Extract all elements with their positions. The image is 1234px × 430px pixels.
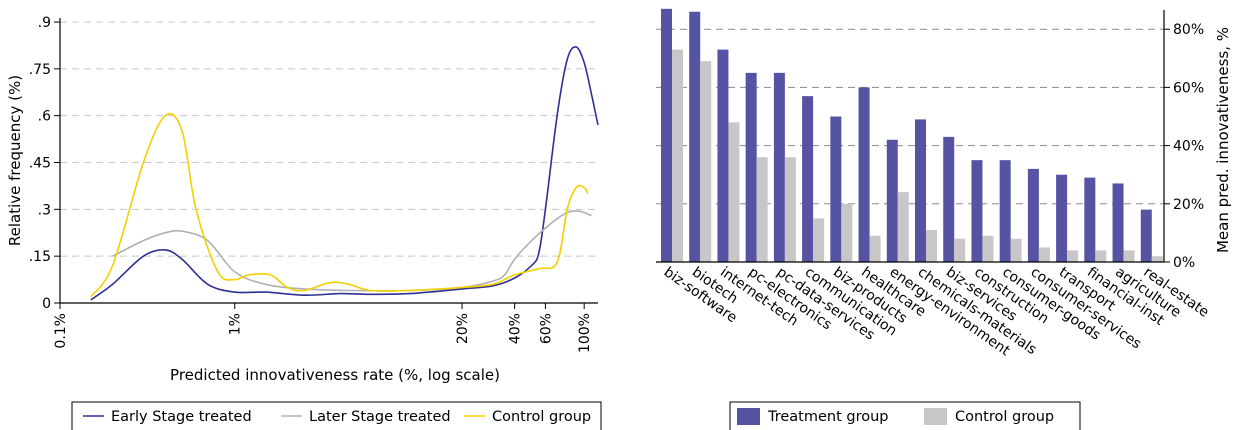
line-chart-x-axis-title: Predicted innovativeness rate (%, log sc… <box>170 366 500 384</box>
legend-label-control-group: Control group <box>492 409 591 425</box>
bar-chart-x-axis: biz-softwarebiotechinternet-techpc-elect… <box>656 261 1212 359</box>
bar-treatment-group-healthcare <box>858 87 870 262</box>
bar-control-group-biz-products <box>841 203 853 262</box>
bar-control-group-healthcare <box>869 235 881 262</box>
bar-control-group-agriculture <box>1123 250 1135 262</box>
legend-key-control-group <box>924 408 947 425</box>
line-chart-legend: Early Stage treated Later Stage treated Co… <box>71 401 602 430</box>
bar-control-group-pc-data-services <box>784 157 796 262</box>
bar-control-group-transport <box>1067 250 1079 262</box>
bar-treatment-group-consumer-goods <box>999 160 1011 262</box>
bar-control-group-consumer-goods <box>1010 238 1022 262</box>
y-tick-label: .45 <box>29 156 51 172</box>
bar-treatment-group-agriculture <box>1112 183 1124 262</box>
bar-treatment-group-biz-software <box>661 8 672 262</box>
bar-treatment-group-construction <box>971 160 983 262</box>
bar-control-group-chemicals-materials <box>926 229 937 262</box>
x-tick-label: 40% <box>508 313 524 344</box>
bar-treatment-group-financial-inst <box>1084 177 1096 262</box>
series-line-later-stage-treated <box>112 210 592 292</box>
line-chart-x-axis: 0.1% 1% 20% 40% 60% 100% <box>53 302 598 353</box>
bar-chart-bars <box>661 8 1163 263</box>
bar-treatment-group-chemicals-materials <box>915 119 926 262</box>
bar-treatment-group-biotech <box>689 11 701 263</box>
y-tick-label: .75 <box>29 62 51 78</box>
legend-label-early-stage-treated: Early Stage treated <box>111 409 252 425</box>
x-tick-label: 20% <box>455 313 471 344</box>
x-tick-label: 100% <box>577 313 593 353</box>
y-tick-label: 60% <box>1173 80 1204 96</box>
bar-control-group-consumer-services <box>1038 247 1050 262</box>
bar-chart-y-axis-title: Mean pred. innovativeness, % <box>1214 27 1232 253</box>
y-tick-label: .6 <box>38 109 51 125</box>
x-tick-label: 0.1% <box>53 313 69 349</box>
bar-control-group-real-estate <box>1151 256 1163 262</box>
line-chart-density: 0 .15 .3 .45 .6 .75 .9 0.1% 1% 20% 40% 60% 100% Rel… <box>6 15 602 430</box>
x-tick-label: 60% <box>538 313 554 344</box>
line-chart-gridlines <box>60 21 598 257</box>
legend-label-treatment-group: Treatment group <box>767 409 889 425</box>
y-tick-label: .3 <box>38 202 51 218</box>
bar-treatment-group-pc-electronics <box>745 72 757 263</box>
legend-label-control-group: Control group <box>955 409 1054 425</box>
bar-control-group-biz-software <box>672 49 683 262</box>
bar-control-group-internet-tech <box>728 122 740 262</box>
bar-control-group-construction <box>982 235 994 262</box>
bar-treatment-group-real-estate <box>1140 209 1152 262</box>
bar-control-group-pc-electronics <box>756 157 768 262</box>
bar-treatment-group-biz-services <box>943 136 955 262</box>
series-line-control-group <box>90 112 589 298</box>
bar-treatment-group-energy-environment <box>886 139 898 262</box>
legend-box <box>729 401 1081 430</box>
y-tick-label: 0% <box>1173 255 1195 271</box>
bar-treatment-group-consumer-services <box>1027 168 1039 262</box>
bar-control-group-communication <box>813 218 825 262</box>
bar-control-group-biz-services <box>954 238 966 262</box>
bar-treatment-group-biz-products <box>830 116 842 262</box>
bar-control-group-energy-environment <box>897 192 909 262</box>
y-tick-label: 20% <box>1173 197 1204 213</box>
y-tick-label: 40% <box>1173 139 1204 155</box>
legend-label-later-stage-treated: Later Stage treated <box>309 409 451 425</box>
bar-control-group-biotech <box>700 61 712 262</box>
bar-treatment-group-communication <box>802 96 814 263</box>
y-tick-label: 0 <box>42 296 51 312</box>
bar-chart-gridlines <box>656 28 1164 205</box>
series-line-early-stage-treated <box>90 46 599 301</box>
bar-chart-y-axis: 0% 20% 40% 60% 80% <box>1163 10 1204 271</box>
y-tick-label: 80% <box>1173 22 1204 38</box>
bar-treatment-group-internet-tech <box>717 49 729 262</box>
legend-box <box>71 401 602 430</box>
x-tick-label: 1% <box>228 313 244 335</box>
line-chart-y-axis: 0 .15 .3 .45 .6 .75 .9 <box>29 15 61 312</box>
bar-treatment-group-pc-data-services <box>773 72 785 263</box>
bar-chart-sector-innovativeness: 0% 20% 40% 60% 80% biz-softwarebiotechintern… <box>656 8 1232 430</box>
line-chart-series <box>90 46 599 301</box>
bar-control-group-financial-inst <box>1095 250 1107 262</box>
legend-key-treatment-group <box>737 408 760 425</box>
bar-chart-legend: Treatment group Control group <box>729 401 1081 430</box>
line-chart-y-axis-title: Relative frequency (%) <box>6 75 24 246</box>
y-tick-label: .9 <box>38 15 51 31</box>
bar-treatment-group-transport <box>1056 174 1068 262</box>
y-tick-label: .15 <box>29 249 51 265</box>
